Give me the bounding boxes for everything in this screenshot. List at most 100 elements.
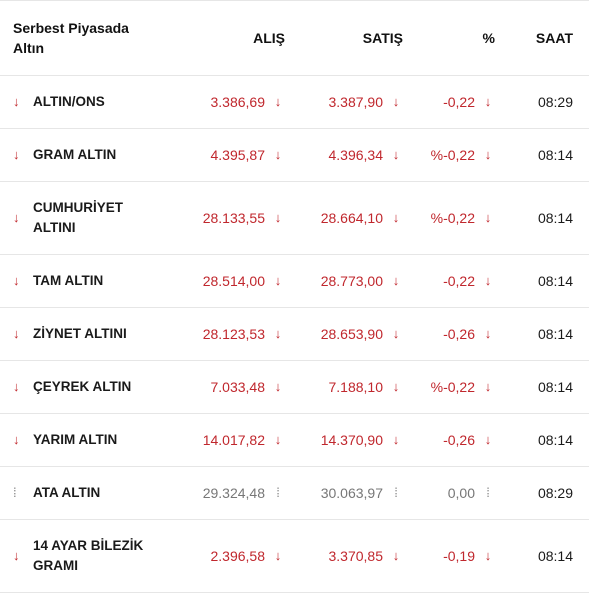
percent-value: -0,26 — [443, 325, 475, 342]
instrument-cell: ↓ ALTIN/ONS — [13, 75, 163, 128]
instrument-name[interactable]: TAM ALTIN — [33, 272, 104, 288]
instrument-name[interactable]: ZİYNET ALTINI — [33, 325, 127, 341]
saat-value: 08:29 — [537, 93, 573, 110]
satis-cell: 28.773,00 ↓ — [290, 254, 403, 307]
instrument-name[interactable]: GRAM ALTIN — [33, 146, 117, 162]
satis-value: 28.653,90 — [320, 325, 383, 342]
table-row[interactable]: ↓ TAM ALTIN 28.514,00 ↓ 28.773,00 ↓ -0,2… — [0, 254, 589, 308]
percent-down-arrow-icon: ↓ — [484, 147, 492, 162]
alis-cell: 28.123,53 ↓ — [165, 307, 285, 360]
percent-down-arrow-icon: ↓ — [484, 210, 492, 225]
percent-value: 0,00 — [447, 484, 475, 501]
alis-down-arrow-icon: ↓ — [274, 94, 282, 109]
table-row[interactable]: ↓ 14 AYAR BİLEZİK GRAMI 2.396,58 ↓ 3.370… — [0, 519, 589, 593]
percent-down-arrow-icon: ↓ — [484, 94, 492, 109]
alis-cell: 28.133,55 ↓ — [165, 181, 285, 254]
satis-value: 30.063,97 — [320, 484, 383, 501]
saat-value: 08:14 — [537, 272, 573, 289]
table-row[interactable]: ↓ CUMHURİYET ALTINI 28.133,55 ↓ 28.664,1… — [0, 181, 589, 255]
percent-value: %-0,22 — [430, 378, 475, 395]
percent-cell: -0,26 ↓ — [405, 307, 495, 360]
instrument-name[interactable]: YARIM ALTIN — [33, 431, 118, 447]
satis-cell: 28.653,90 ↓ — [290, 307, 403, 360]
alis-down-arrow-icon: ↓ — [274, 210, 282, 225]
percent-cell: -0,26 ↓ — [405, 413, 495, 466]
percent-value: -0,26 — [443, 431, 475, 448]
table-row[interactable]: ↓ YARIM ALTIN 14.017,82 ↓ 14.370,90 ↓ -0… — [0, 413, 589, 467]
table-row[interactable]: ↓ ÇEYREK ALTIN 7.033,48 ↓ 7.188,10 ↓ %-0… — [0, 360, 589, 414]
satis-down-arrow-icon: ↓ — [392, 432, 400, 447]
table-row[interactable]: ↓ GRAM ALTIN 4.395,87 ↓ 4.396,34 ↓ %-0,2… — [0, 128, 589, 182]
satis-cell: 30.063,97 ⁞ — [290, 466, 403, 519]
alis-cell: 14.017,82 ↓ — [165, 413, 285, 466]
satis-cell: 28.664,10 ↓ — [290, 181, 403, 254]
satis-cell: 14.370,90 ↓ — [290, 413, 403, 466]
satis-value: 14.370,90 — [320, 431, 383, 448]
instrument-name[interactable]: ALTIN/ONS — [33, 93, 105, 109]
trend-down-icon: ↓ — [13, 326, 20, 341]
saat-cell: 08:29 — [500, 75, 573, 128]
percent-value: -0,19 — [443, 547, 475, 564]
satis-value: 28.664,10 — [320, 209, 383, 226]
instrument-cell: ↓ TAM ALTIN — [13, 254, 163, 307]
saat-value: 08:14 — [537, 431, 573, 448]
satis-cell: 3.370,85 ↓ — [290, 519, 403, 592]
saat-cell: 08:14 — [500, 413, 573, 466]
trend-down-icon: ↓ — [13, 94, 20, 109]
alis-down-arrow-icon: ↓ — [274, 432, 282, 447]
table-row[interactable]: ↓ ZİYNET ALTINI 28.123,53 ↓ 28.653,90 ↓ … — [0, 307, 589, 361]
satis-value: 4.396,34 — [328, 146, 384, 163]
percent-cell: %-0,22 ↓ — [405, 128, 495, 181]
trend-down-icon: ↓ — [13, 379, 20, 394]
saat-value: 08:29 — [537, 484, 573, 501]
alis-flat-icon: ⁞ — [276, 485, 280, 500]
saat-cell: 08:29 — [500, 466, 573, 519]
satis-value: 3.370,85 — [328, 547, 384, 564]
percent-cell: %-0,22 ↓ — [405, 181, 495, 254]
percent-cell: -0,22 ↓ — [405, 75, 495, 128]
satis-down-arrow-icon: ↓ — [392, 273, 400, 288]
alis-value: 28.133,55 — [202, 209, 265, 226]
percent-down-arrow-icon: ↓ — [484, 326, 492, 341]
alis-down-arrow-icon: ↓ — [274, 273, 282, 288]
saat-value: 08:14 — [537, 547, 573, 564]
alis-cell: 2.396,58 ↓ — [165, 519, 285, 592]
percent-value: -0,22 — [443, 93, 475, 110]
percent-cell: %-0,22 ↓ — [405, 360, 495, 413]
satis-down-arrow-icon: ↓ — [392, 94, 400, 109]
trend-down-icon: ↓ — [13, 548, 20, 563]
satis-down-arrow-icon: ↓ — [392, 548, 400, 563]
header-alis[interactable]: ALIŞ — [253, 30, 285, 46]
trend-down-icon: ↓ — [13, 147, 20, 162]
saat-cell: 08:14 — [500, 360, 573, 413]
percent-cell: 0,00 ⁞ — [405, 466, 495, 519]
percent-value: %-0,22 — [430, 146, 475, 163]
header-percent[interactable]: % — [482, 30, 495, 46]
satis-down-arrow-icon: ↓ — [392, 147, 400, 162]
saat-cell: 08:14 — [500, 128, 573, 181]
instrument-name[interactable]: ATA ALTIN — [33, 484, 101, 500]
satis-down-arrow-icon: ↓ — [392, 210, 400, 225]
instrument-name[interactable]: ÇEYREK ALTIN — [33, 378, 132, 394]
instrument-name[interactable]: CUMHURİYET ALTINI — [33, 199, 123, 235]
satis-down-arrow-icon: ↓ — [392, 326, 400, 341]
table-row[interactable]: ⁞ ATA ALTIN 29.324,48 ⁞ 30.063,97 ⁞ 0,00… — [0, 466, 589, 520]
trend-down-icon: ↓ — [13, 432, 20, 447]
alis-value: 4.395,87 — [210, 146, 266, 163]
alis-value: 28.514,00 — [202, 272, 265, 289]
alis-down-arrow-icon: ↓ — [274, 379, 282, 394]
table-row[interactable]: ↓ ALTIN/ONS 3.386,69 ↓ 3.387,90 ↓ -0,22 … — [0, 75, 589, 129]
satis-cell: 7.188,10 ↓ — [290, 360, 403, 413]
alis-value: 2.396,58 — [210, 547, 266, 564]
percent-down-arrow-icon: ↓ — [484, 379, 492, 394]
satis-flat-icon: ⁞ — [394, 485, 398, 500]
header-saat[interactable]: SAAT — [535, 30, 573, 46]
instrument-cell: ⁞ ATA ALTIN — [13, 466, 163, 519]
instrument-name[interactable]: 14 AYAR BİLEZİK GRAMI — [33, 537, 144, 573]
alis-value: 29.324,48 — [202, 484, 265, 501]
alis-down-arrow-icon: ↓ — [274, 326, 282, 341]
saat-cell: 08:14 — [500, 519, 573, 592]
saat-cell: 08:14 — [500, 181, 573, 254]
alis-cell: 7.033,48 ↓ — [165, 360, 285, 413]
header-satis[interactable]: SATIŞ — [362, 30, 403, 46]
